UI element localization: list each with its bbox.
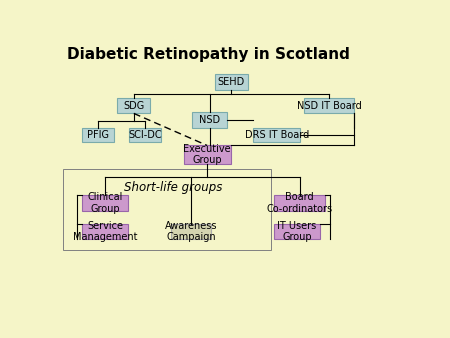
FancyBboxPatch shape — [82, 128, 114, 142]
FancyBboxPatch shape — [184, 145, 230, 164]
FancyBboxPatch shape — [274, 195, 325, 211]
FancyBboxPatch shape — [130, 128, 161, 142]
Text: Diabetic Retinopathy in Scotland: Diabetic Retinopathy in Scotland — [67, 47, 350, 62]
FancyBboxPatch shape — [192, 112, 227, 128]
FancyBboxPatch shape — [274, 223, 320, 239]
FancyBboxPatch shape — [82, 195, 128, 211]
Text: Service
Management: Service Management — [73, 220, 137, 242]
FancyBboxPatch shape — [171, 223, 211, 239]
Text: Short-life groups: Short-life groups — [124, 181, 222, 194]
Text: NSD: NSD — [199, 115, 220, 125]
Text: NSD IT Board: NSD IT Board — [297, 101, 361, 111]
Text: Clinical
Group: Clinical Group — [87, 192, 123, 214]
FancyBboxPatch shape — [304, 98, 355, 114]
Text: IT Users
Group: IT Users Group — [277, 220, 316, 242]
Text: Board
Co-ordinators: Board Co-ordinators — [266, 192, 333, 214]
Text: SDG: SDG — [123, 101, 144, 111]
FancyBboxPatch shape — [253, 128, 301, 142]
FancyBboxPatch shape — [82, 223, 128, 239]
Text: SCI-DC: SCI-DC — [128, 130, 162, 140]
FancyBboxPatch shape — [117, 98, 150, 114]
FancyBboxPatch shape — [215, 74, 248, 90]
Text: PFIG: PFIG — [87, 130, 109, 140]
Text: DRS IT Board: DRS IT Board — [245, 130, 309, 140]
Text: SEHD: SEHD — [218, 77, 245, 87]
Text: Executive
Group: Executive Group — [183, 144, 231, 165]
Text: Awareness
Campaign: Awareness Campaign — [165, 220, 218, 242]
